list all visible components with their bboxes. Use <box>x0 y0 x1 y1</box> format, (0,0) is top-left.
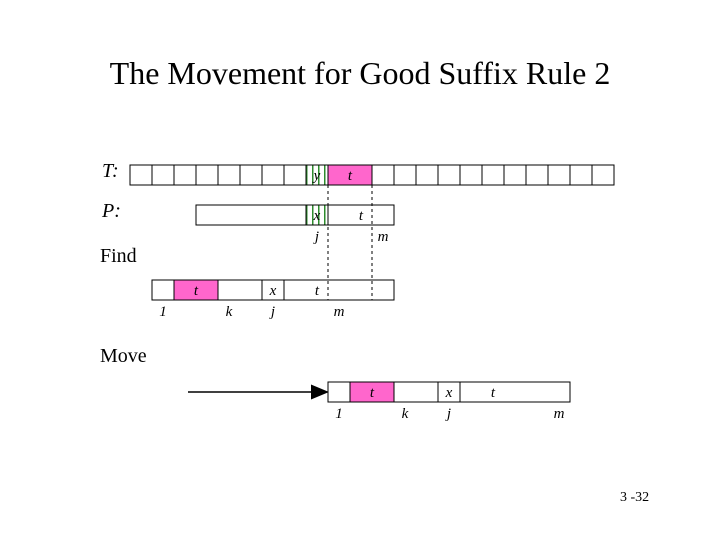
svg-text:1: 1 <box>335 406 343 422</box>
svg-text:k: k <box>226 304 233 320</box>
svg-text:x: x <box>269 283 277 299</box>
svg-text:x: x <box>445 385 453 401</box>
svg-text:y: y <box>312 168 321 184</box>
slide: The Movement for Good Suffix Rule 2 T: P… <box>0 0 720 540</box>
svg-text:j: j <box>269 304 275 320</box>
svg-text:j: j <box>445 406 451 422</box>
svg-text:1: 1 <box>159 304 167 320</box>
diagram-svg: ytxtjmtxt1kjmtxt1kjm <box>0 0 720 540</box>
svg-text:m: m <box>334 304 345 320</box>
svg-text:m: m <box>554 406 565 422</box>
svg-text:k: k <box>402 406 409 422</box>
svg-text:m: m <box>378 229 389 245</box>
svg-text:x: x <box>313 208 321 224</box>
svg-text:j: j <box>313 229 319 245</box>
